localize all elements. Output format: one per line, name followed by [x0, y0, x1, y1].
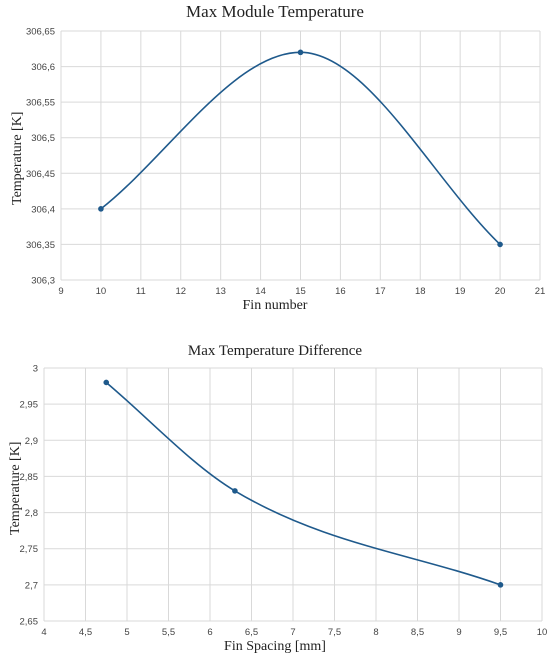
chart1-x-tick-label: 17 — [375, 286, 386, 297]
chart1-y-tick-label: 306,55 — [26, 98, 55, 109]
chart2-x-tick-label: 5,5 — [162, 627, 175, 638]
chart2-x-tick-label: 10 — [537, 627, 548, 638]
chart1-x-tick-label: 14 — [255, 286, 266, 297]
chart2-y-tick-label: 2,8 — [25, 508, 38, 519]
chart2-y-tick-label: 2,9 — [25, 436, 38, 447]
chart1-x-tick-label: 12 — [175, 286, 186, 297]
chart1-x-tick-label: 11 — [136, 286, 146, 297]
chart1-y-tick-label: 306,3 — [31, 276, 55, 287]
chart1-data-point — [497, 241, 503, 248]
chart2-x-tick-label: 7,5 — [328, 627, 341, 638]
chart2-title: Max Temperature Difference — [187, 343, 363, 359]
chart1-title: Max Module Temperature — [186, 2, 364, 21]
chart1-y-tick-label: 306,5 — [31, 133, 55, 144]
chart1-x-tick-label: 9 — [58, 286, 63, 297]
chart1-y-tick-label: 306,65 — [26, 27, 55, 38]
chart2-x-tick-label: 6,5 — [245, 627, 258, 638]
chart2-data-point — [232, 488, 238, 494]
chart1-data-point — [297, 49, 304, 56]
chart2-y-tick-label: 2,95 — [20, 400, 39, 411]
chart2-data-point — [497, 582, 504, 588]
chart2-plot: 4 4,5 5 5,5 6 6,5 7 7,5 8 8,5 9 9,5 10 2,65 2,7 2,75 2,8… — [20, 364, 548, 639]
chart2-y-tick-label: 2,85 — [20, 472, 39, 483]
chart1-x-tick-label: 13 — [215, 286, 226, 297]
chart2-x-axis-label: Fin Spacing [mm] — [224, 639, 326, 654]
chart2-y-tick-label: 2,7 — [25, 580, 38, 591]
chart2-y-axis-label: Temperature [K] — [8, 441, 23, 535]
chart1-y-tick-label: 306,35 — [26, 240, 55, 251]
chart1-x-tick-label: 15 — [295, 286, 306, 297]
chart2-y-tick-label: 2,65 — [20, 617, 39, 628]
chart2-x-tick-label: 8,5 — [411, 627, 424, 638]
chart1-x-tick-label: 20 — [495, 286, 506, 297]
chart2-y-tick-label: 3 — [33, 364, 38, 375]
chart2-x-tick-label: 5 — [124, 627, 129, 638]
chart1-x-tick-label: 16 — [335, 286, 346, 297]
chart2-x-tick-label: 7 — [290, 627, 295, 638]
chart2-data-point — [103, 379, 110, 386]
chart2-series-line — [105, 381, 501, 586]
chart2-y-tick-label: 2,75 — [20, 544, 39, 555]
chart1-x-tick-label: 19 — [455, 286, 466, 297]
chart1-x-tick-label: 18 — [415, 286, 426, 297]
chart1-y-tick-label: 306,45 — [26, 169, 55, 180]
chart2-x-tick-label: 8 — [373, 627, 378, 638]
chart-max-module-temperature: 9 10 11 12 13 14 15 16 17 18 19 20 21 306,3 306,35 306,… — [0, 0, 550, 325]
chart1-y-tick-label: 306,4 — [31, 204, 55, 215]
chart1-x-tick-label: 21 — [535, 286, 546, 297]
chart2-x-tick-label: 4,5 — [79, 627, 92, 638]
chart1-y-tick-label: 306,6 — [31, 62, 55, 73]
chart2-x-tick-label: 4 — [41, 627, 46, 638]
chart2-x-tick-label: 6 — [207, 627, 212, 638]
chart2-x-tick-label: 9 — [456, 627, 461, 638]
chart1-x-axis-label: Fin number — [242, 298, 308, 313]
chart1-plot: 9 10 11 12 13 14 15 16 17 18 19 20 21 306,3 306,35 306,… — [26, 27, 546, 298]
chart-max-temperature-difference: 4 4,5 5 5,5 6 6,5 7 7,5 8 8,5 9 9,5 10 2,65 2,7 2,75 2,8… — [0, 335, 550, 662]
chart1-x-tick-label: 10 — [96, 286, 107, 297]
chart1-data-point — [98, 206, 104, 212]
chart2-x-tick-label: 9,5 — [494, 627, 507, 638]
chart1-y-axis-label: Temperature [K] — [10, 111, 25, 205]
